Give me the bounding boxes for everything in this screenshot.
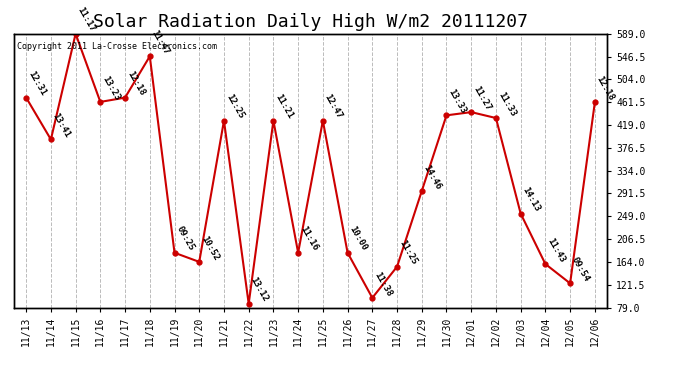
Text: 14:13: 14:13 <box>521 186 542 214</box>
Text: 13:33: 13:33 <box>446 88 468 116</box>
Text: 11:38: 11:38 <box>373 270 393 298</box>
Text: 10:52: 10:52 <box>199 234 221 262</box>
Text: 12:18: 12:18 <box>595 75 616 102</box>
Text: 12:47: 12:47 <box>323 93 344 121</box>
Text: 12:25: 12:25 <box>224 93 245 121</box>
Text: 13:41: 13:41 <box>51 112 72 140</box>
Text: Copyright 2011 La-Crosse Electronics.com: Copyright 2011 La-Crosse Electronics.com <box>17 42 217 51</box>
Text: 11:17: 11:17 <box>76 6 97 34</box>
Text: 11:21: 11:21 <box>273 93 295 121</box>
Text: 14:46: 14:46 <box>422 163 443 191</box>
Text: 11:33: 11:33 <box>496 90 518 118</box>
Text: 13:23: 13:23 <box>100 74 121 102</box>
Text: 12:18: 12:18 <box>125 70 146 98</box>
Text: 12:31: 12:31 <box>26 70 48 98</box>
Text: 11:16: 11:16 <box>298 225 319 253</box>
Text: 09:54: 09:54 <box>570 256 591 284</box>
Text: 11:47: 11:47 <box>150 28 171 56</box>
Title: Solar Radiation Daily High W/m2 20111207: Solar Radiation Daily High W/m2 20111207 <box>93 13 528 31</box>
Text: 11:25: 11:25 <box>397 239 418 267</box>
Text: 11:27: 11:27 <box>471 84 493 112</box>
Text: 09:25: 09:25 <box>175 225 196 253</box>
Text: 10:00: 10:00 <box>348 225 369 253</box>
Text: 11:43: 11:43 <box>545 236 566 264</box>
Text: 13:12: 13:12 <box>248 276 270 304</box>
